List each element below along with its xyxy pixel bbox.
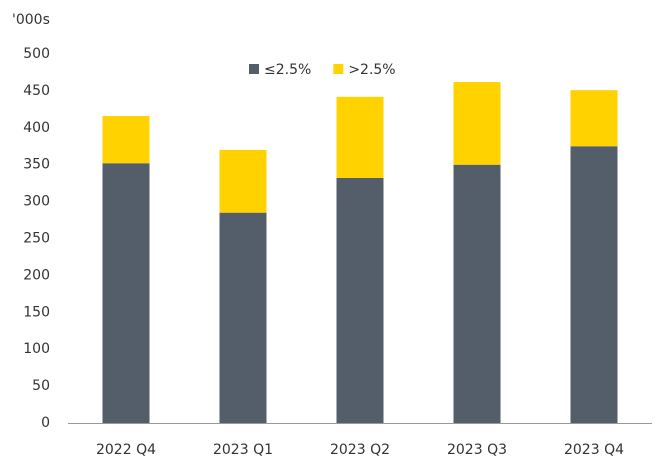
y-tick-label: 450 [23,83,50,99]
x-tick-label: 2023 Q1 [213,442,273,458]
legend-swatch [333,64,344,74]
y-tick-label: 250 [23,231,50,247]
bar-segment [219,149,267,213]
bar-segment [453,82,501,165]
y-tick-label: 300 [23,194,50,210]
legend-label: >2.5% [348,62,395,78]
bar-segment [336,177,384,423]
y-tick-label: 0 [41,415,50,431]
y-tick-label: 200 [23,267,50,283]
x-tick-label: 2022 Q4 [96,442,156,458]
legend-label: ≤2.5% [264,62,311,78]
y-tick-label: 350 [23,157,50,173]
x-tick-label: 2023 Q3 [447,442,507,458]
x-tick-label: 2023 Q4 [564,442,624,458]
y-tick-label: 150 [23,304,50,320]
bar-segment [102,115,150,164]
y-axis-label: '000s [12,12,50,28]
x-tick-label: 2023 Q2 [330,442,390,458]
y-tick-label: 500 [23,46,50,62]
bar-segment [102,163,150,423]
bar-segment [453,164,501,423]
bar-segment [219,212,267,423]
y-tick-label: 100 [23,341,50,357]
y-tick-label: 400 [23,120,50,136]
y-tick-label: 50 [32,378,50,394]
bar-segment [570,90,618,147]
legend-swatch [249,64,259,74]
bar-segment [570,146,618,423]
bar-segment [336,96,384,178]
